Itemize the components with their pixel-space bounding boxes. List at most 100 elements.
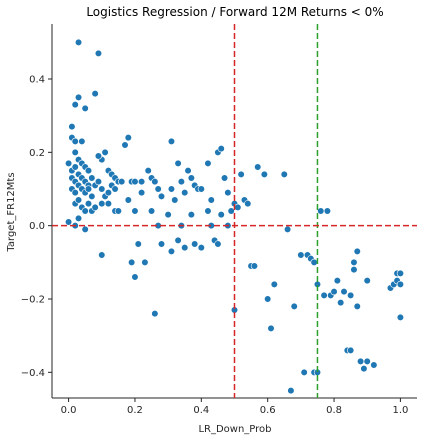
scatter-point	[84, 200, 93, 208]
scatter-point	[157, 192, 166, 200]
scatter-point	[237, 170, 245, 178]
scatter-point	[74, 38, 83, 46]
scatter-point	[174, 236, 182, 244]
x-tick-label: 0.4	[193, 405, 209, 416]
scatter-point	[297, 251, 305, 259]
scatter-point	[207, 196, 215, 204]
scatter-point	[191, 240, 199, 248]
scatter-point	[370, 361, 378, 369]
scatter-point	[204, 207, 212, 215]
scatter-point	[187, 174, 195, 182]
scatter-point	[330, 288, 338, 296]
scatter-point	[74, 214, 83, 222]
scatter-point	[94, 152, 103, 160]
scatter-point	[164, 211, 172, 219]
scatter-point	[68, 123, 76, 131]
scatter-point	[217, 211, 225, 219]
scatter-point	[121, 141, 129, 149]
scatter-point	[131, 273, 139, 281]
scatter-point	[204, 159, 212, 167]
scatter-point	[71, 137, 79, 145]
data-points	[64, 38, 405, 395]
scatter-point	[64, 159, 73, 167]
scatter-point	[353, 247, 361, 255]
scatter-point	[144, 167, 152, 175]
scatter-point	[78, 137, 86, 145]
scatter-point	[396, 313, 405, 321]
scatter-point	[317, 207, 325, 215]
scatter-point	[250, 262, 259, 270]
scatter-point	[171, 196, 179, 204]
scatter-point	[267, 324, 275, 332]
y-tick-label: −0.2	[21, 295, 45, 306]
scatter-point	[84, 185, 93, 193]
scatter-point	[137, 189, 146, 197]
scatter-point	[71, 148, 79, 156]
scatter-point	[167, 137, 176, 145]
scatter-point	[323, 207, 332, 215]
scatter-point	[81, 225, 89, 233]
scatter-point	[84, 167, 93, 175]
scatter-point	[151, 310, 159, 318]
scatter-point	[71, 101, 79, 109]
scatter-point	[151, 178, 159, 186]
scatter-point	[234, 203, 242, 211]
scatter-point	[131, 207, 139, 215]
scatter-point	[360, 365, 368, 373]
y-tick-label: 0.0	[29, 221, 45, 232]
scatter-point	[118, 178, 126, 186]
scatter-point	[64, 218, 73, 226]
scatter-point	[154, 185, 162, 193]
x-axis-label: LR_Down_Prob	[198, 424, 271, 435]
x-tick-label: 1.0	[392, 405, 408, 416]
scatter-point	[197, 244, 205, 252]
scatter-point	[356, 357, 365, 365]
scatter-point	[124, 196, 132, 204]
scatter-point	[181, 244, 189, 252]
scatter-point	[350, 266, 358, 274]
scatter-point	[157, 240, 166, 248]
scatter-point	[347, 291, 355, 299]
scatter-point	[128, 258, 136, 266]
scatter-point	[94, 49, 103, 57]
scatter-point	[111, 185, 119, 193]
reference-lines	[52, 24, 417, 398]
scatter-point	[141, 258, 149, 266]
scatter-point	[187, 211, 195, 219]
scatter-point	[114, 207, 122, 215]
y-axis: −0.4 −0.2 0.0 0.2 0.4	[21, 75, 52, 379]
scatter-point	[244, 200, 252, 208]
scatter-point	[104, 189, 113, 197]
scatter-point	[280, 170, 288, 178]
scatter-point	[340, 288, 348, 296]
scatter-point	[333, 277, 341, 285]
scatter-point	[396, 269, 405, 277]
scatter-point	[174, 159, 182, 167]
y-tick-label: 0.2	[29, 148, 45, 159]
scatter-point	[74, 93, 83, 101]
scatter-point	[270, 280, 278, 288]
x-axis: 0.0 0.2 0.4 0.6 0.8 1.0	[61, 398, 408, 416]
y-tick-label: −0.4	[21, 368, 45, 379]
scatter-point	[137, 178, 146, 186]
scatter-point	[363, 357, 371, 365]
scatter-point	[184, 167, 192, 175]
scatter-point	[347, 346, 355, 354]
scatter-point	[147, 207, 156, 215]
scatter-point	[290, 302, 298, 310]
scatter-point	[81, 104, 89, 112]
scatter-point	[167, 185, 176, 193]
scatter-point	[131, 178, 139, 186]
scatter-point	[167, 247, 176, 255]
scatter-point	[124, 134, 132, 142]
scatter-point	[98, 200, 106, 208]
scatter-point	[350, 258, 358, 266]
scatter-point	[353, 302, 361, 310]
x-tick-label: 0.0	[61, 405, 77, 416]
scatter-point	[260, 170, 268, 178]
scatter-point	[104, 200, 113, 208]
scatter-point	[214, 240, 222, 248]
x-tick-label: 0.2	[127, 405, 143, 416]
scatter-point	[300, 368, 308, 376]
